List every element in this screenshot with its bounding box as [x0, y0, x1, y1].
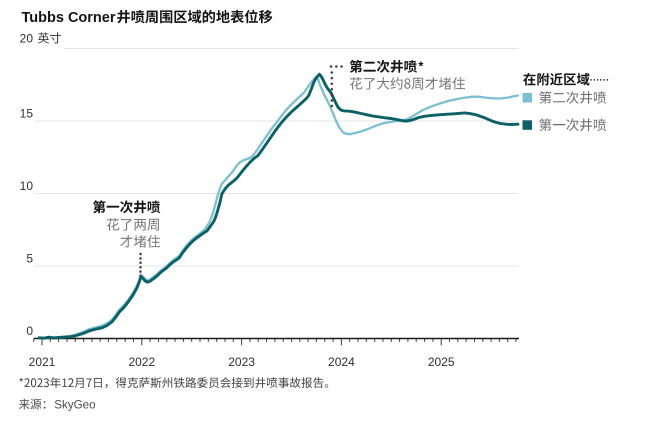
- svg-text:0: 0: [26, 324, 33, 338]
- svg-text:10: 10: [20, 179, 34, 193]
- svg-text:2024: 2024: [328, 355, 355, 369]
- svg-text:15: 15: [20, 107, 34, 121]
- svg-text:2021: 2021: [29, 355, 56, 369]
- svg-text:20: 20: [20, 32, 34, 46]
- svg-text:2023: 2023: [228, 355, 255, 369]
- svg-text:2022: 2022: [128, 355, 155, 369]
- svg-text:2025: 2025: [428, 355, 455, 369]
- svg-text:SkyGeo: SkyGeo: [54, 399, 95, 412]
- svg-text:Tubbs Corner: Tubbs Corner: [22, 10, 116, 26]
- svg-text:5: 5: [26, 252, 33, 266]
